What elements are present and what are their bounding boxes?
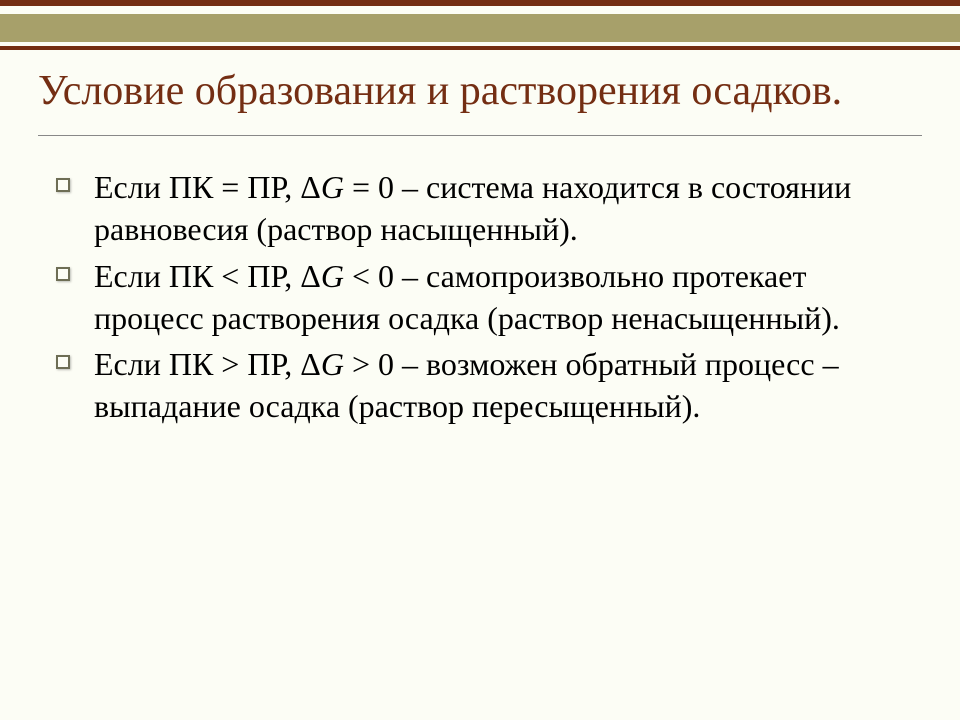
decorative-bar	[0, 14, 960, 42]
bullet-prefix: Если ПК = ПР, Δ	[94, 169, 321, 205]
bullet-item: Если ПК < ПР, ΔG < 0 – самопроизвольно п…	[56, 255, 922, 339]
bullet-italic: G	[321, 346, 344, 382]
bullet-italic: G	[321, 258, 344, 294]
slide-title: Условие образования и растворения осадко…	[38, 66, 922, 117]
bullet-text: Если ПК = ПР, ΔG = 0 – система находится…	[94, 166, 922, 250]
decorative-bar	[0, 6, 960, 14]
bullet-item: Если ПК > ПР, ΔG > 0 – возможен обратный…	[56, 343, 922, 427]
title-block: Условие образования и растворения осадко…	[0, 50, 960, 131]
bullet-italic: G	[321, 169, 344, 205]
header-bars	[0, 0, 960, 50]
content-area: Если ПК = ПР, ΔG = 0 – система находится…	[0, 136, 960, 427]
bullet-marker	[56, 267, 70, 281]
bullet-prefix: Если ПК > ПР, Δ	[94, 346, 321, 382]
bullet-text: Если ПК > ПР, ΔG > 0 – возможен обратный…	[94, 343, 922, 427]
bullet-item: Если ПК = ПР, ΔG = 0 – система находится…	[56, 166, 922, 250]
bullet-prefix: Если ПК < ПР, Δ	[94, 258, 321, 294]
bullet-text: Если ПК < ПР, ΔG < 0 – самопроизвольно п…	[94, 255, 922, 339]
bullet-marker	[56, 355, 70, 369]
bullet-marker	[56, 178, 70, 192]
